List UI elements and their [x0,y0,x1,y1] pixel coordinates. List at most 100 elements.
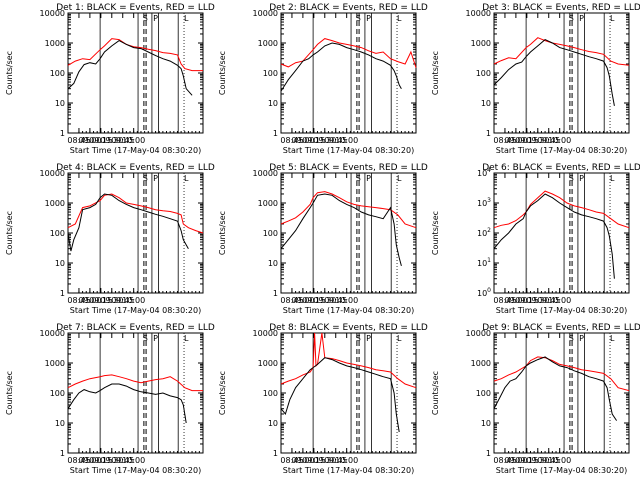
y-tick-label: 1000 [471,359,491,368]
region-label-P: P [579,14,584,23]
x-tick-label: 09:30 [100,296,123,305]
region-label-P: P [579,334,584,343]
x-tick-label: 10:00 [548,296,571,305]
panel-title: Det 5: BLACK = Events, RED = LLD [269,163,428,173]
vertical-markers [525,333,611,453]
region-label-S: S [356,334,361,343]
y-tick-label: 100 [50,389,65,398]
series-lld-line [67,374,203,392]
y-tick-label: 100 [477,287,491,298]
x-tick-label: 09:00 [291,456,314,465]
series-lld-line [493,190,630,229]
x-tick-label: 09:45 [111,456,134,465]
plot-frame [67,172,204,294]
region-label-S: S [569,14,574,23]
y-axis-label: Counts/sec [5,371,14,415]
region-label-P: P [579,174,584,183]
region-label-S: S [143,174,148,183]
y-tick-label: 1000 [258,39,278,48]
y-tick-label: 10000 [40,9,65,18]
x-tick-label: 09:00 [78,456,101,465]
series-lld-line [493,356,630,392]
detector-panel-8: Det 8: BLACK = Events, RED = LLD 1 10 100 10… [218,323,428,475]
y-tick-label: 1 [273,129,278,138]
series-events-line [67,193,189,252]
x-tick-label: 10:00 [122,136,145,145]
x-axis-label: Start Time (17-May-04 08:30:20) [496,466,627,475]
y-axis-label: Counts/sec [5,51,14,95]
x-tick-label: 09:00 [78,136,101,145]
region-label-P: P [366,174,371,183]
x-tick-label: 08:45 [493,136,516,145]
x-axis-label: Start Time (17-May-04 08:30:20) [283,146,414,155]
x-tick-label: 09:30 [526,456,549,465]
y-tick-label: 10000 [466,329,491,338]
region-label-L: L [610,334,615,343]
y-tick-label: 100 [50,69,65,78]
x-axis-label: Start Time (17-May-04 08:30:20) [496,306,627,315]
y-axis-label: Counts/sec [218,211,227,255]
y-tick-label: 1 [60,289,65,298]
panel-title: Det 8: BLACK = Events, RED = LLD [269,323,428,333]
region-label-S: S [356,174,361,183]
region-label-S: S [569,174,574,183]
y-tick-label: 10000 [253,169,278,178]
y-tick-labels: 1 10 100 1000 10000 [253,9,416,138]
y-tick-label: 10000 [40,169,65,178]
x-tick-label: 09:45 [324,456,347,465]
y-tick-labels: 1 10 100 1000 10000 [466,9,629,138]
detector-panel-2: Det 2: BLACK = Events, RED = LLD 1 10 100 10… [218,3,428,155]
y-tick-label: 102 [477,227,491,238]
x-tick-label: 08:45 [280,296,303,305]
x-tick-label: 09:15 [89,136,112,145]
y-axis-label: Counts/sec [218,51,227,95]
x-tick-label: 09:45 [537,456,560,465]
x-tick-label: 09:00 [291,136,314,145]
y-tick-label: 10 [268,419,278,428]
panel-title: Det 9: BLACK = Events, RED = LLD [482,323,640,333]
region-label-P: P [366,334,371,343]
x-tick-label: 09:45 [324,296,347,305]
y-tick-label: 1000 [258,199,278,208]
detector-panel-5: Det 5: BLACK = Events, RED = LLD 1 10 100 10… [218,163,428,315]
region-label-S: S [569,334,574,343]
region-label-L: L [397,14,402,23]
y-tick-label: 10000 [253,329,278,338]
y-tick-label: 1000 [45,39,65,48]
x-axis-label: Start Time (17-May-04 08:30:20) [70,306,201,315]
x-tick-label: 09:00 [504,456,527,465]
vertical-markers [525,173,611,293]
region-label-P: P [153,334,158,343]
x-tick-label: 09:15 [89,456,112,465]
x-tick-label: 10:00 [335,456,358,465]
vertical-markers [99,333,185,453]
y-tick-label: 104 [477,167,491,178]
vertical-markers [312,173,398,293]
region-label-L: L [397,174,402,183]
y-tick-label: 100 [263,229,278,238]
plot-frame [280,12,417,134]
x-tick-label: 09:45 [111,296,134,305]
x-tick-label: 10:00 [122,296,145,305]
vertical-markers [312,13,398,133]
x-tick-label: 08:45 [67,136,90,145]
y-tick-label: 10000 [253,9,278,18]
x-tick-label: 09:15 [515,136,538,145]
series-events-line [493,193,615,279]
y-tick-label: 100 [50,229,65,238]
detector-panel-3: Det 3: BLACK = Events, RED = LLD 1 10 100 10… [431,3,640,155]
y-tick-label: 10000 [466,9,491,18]
x-axis-label: Start Time (17-May-04 08:30:20) [283,466,414,475]
x-axis-label: Start Time (17-May-04 08:30:20) [496,146,627,155]
